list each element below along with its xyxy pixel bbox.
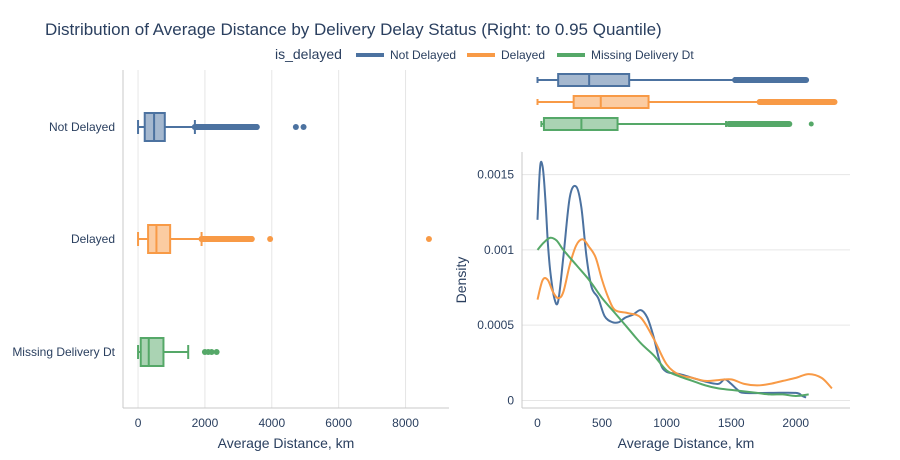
y-axis-title: Density bbox=[453, 257, 469, 304]
box-delayed-outlier bbox=[425, 236, 432, 242]
y-tick-label: Not Delayed bbox=[49, 120, 115, 134]
y-tick-label: 0.0005 bbox=[477, 318, 514, 332]
y-tick-label: 0.001 bbox=[484, 243, 514, 257]
legend: is_delayed Not Delayed Delayed Missing Del… bbox=[275, 46, 694, 62]
density-panel: 0 0.0005 0.001 0.0015 0 500 1000 1500 2000 Averag… bbox=[453, 152, 850, 451]
box-missing-delivery-dt-outlier bbox=[213, 349, 220, 355]
box-not-delayed-outlier bbox=[292, 124, 299, 130]
box-plot-panel: 0 2000 4000 6000 8000 Average Distance, km Not… bbox=[12, 70, 449, 451]
x-tick-label: 1000 bbox=[653, 416, 680, 430]
chart-title: Distribution of Average Distance by Deli… bbox=[45, 20, 662, 39]
box-delayed-outlier bbox=[198, 236, 205, 242]
legend-label-delayed: Delayed bbox=[501, 48, 545, 62]
marginal-box-not-delayed-outlier bbox=[732, 77, 738, 83]
y-tick-label: 0.0015 bbox=[477, 168, 514, 182]
marginal-box-not-delayed-box bbox=[557, 73, 631, 87]
y-tick-label: 0 bbox=[507, 393, 514, 407]
box-delayed-outlier bbox=[267, 236, 274, 242]
marginal-box-missing-delivery-dt-outlier bbox=[808, 121, 814, 127]
marginal-box-missing-delivery-dt-outlier bbox=[786, 121, 792, 127]
marginal-box-not-delayed-outlier bbox=[803, 77, 809, 83]
box-missing-delivery-dt-box bbox=[139, 337, 165, 367]
x-tick-label: 0 bbox=[135, 416, 142, 430]
x-tick-label: 4000 bbox=[258, 416, 285, 430]
box-not-delayed-outlier bbox=[300, 124, 307, 130]
marginal-box-panel bbox=[536, 73, 838, 131]
box-delayed-box bbox=[147, 224, 172, 254]
marginal-box-delayed-box bbox=[572, 95, 650, 109]
x-tick-label: 8000 bbox=[392, 416, 419, 430]
box-not-delayed-outlier bbox=[191, 124, 198, 130]
box-delayed-outlier bbox=[248, 236, 255, 242]
legend-label-missing-delivery-dt: Missing Delivery Dt bbox=[591, 48, 694, 62]
x-tick-label: 2000 bbox=[192, 416, 219, 430]
box-not-delayed-outlier bbox=[253, 124, 260, 130]
x-axis-title: Average Distance, km bbox=[218, 435, 355, 451]
density-line-missing-delivery-dt bbox=[536, 236, 809, 398]
legend-label-not-delayed: Not Delayed bbox=[390, 48, 456, 62]
x-axis-title: Average Distance, km bbox=[618, 435, 755, 451]
y-tick-label: Delayed bbox=[71, 232, 115, 246]
x-tick-label: 500 bbox=[592, 416, 612, 430]
x-tick-label: 2000 bbox=[782, 416, 809, 430]
x-tick-label: 0 bbox=[534, 416, 541, 430]
y-tick-label: Missing Delivery Dt bbox=[12, 345, 115, 359]
density-line-not-delayed bbox=[536, 160, 807, 399]
density-line-delayed bbox=[536, 238, 833, 390]
x-tick-label: 1500 bbox=[718, 416, 745, 430]
marginal-box-missing-delivery-dt-outlier bbox=[726, 121, 732, 127]
legend-title: is_delayed bbox=[275, 46, 342, 62]
box-missing-delivery-dt-outlier bbox=[208, 349, 215, 355]
marginal-box-delayed-outlier bbox=[757, 99, 763, 105]
marginal-box-delayed-outlier bbox=[832, 99, 838, 105]
x-tick-label: 6000 bbox=[325, 416, 352, 430]
